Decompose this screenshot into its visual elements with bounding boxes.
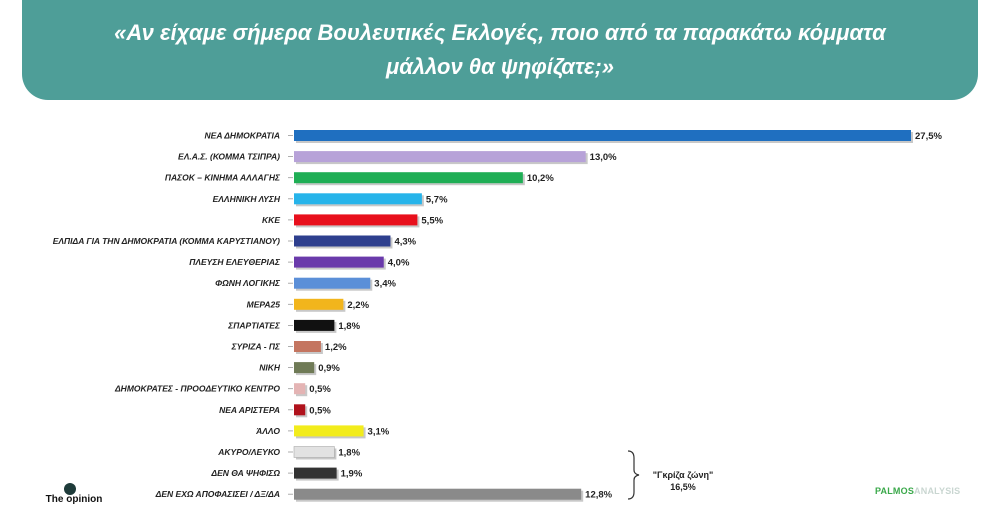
bar — [294, 256, 384, 268]
data-label: 3,1% — [368, 426, 390, 437]
data-label: 1,8% — [338, 321, 360, 332]
the-opinion-logo: The opinion — [24, 480, 124, 510]
data-label: 1,2% — [325, 342, 347, 353]
grey-zone-value: 16,5% — [670, 482, 696, 492]
bar — [294, 467, 337, 479]
title-line-2: μάλλον θα ψηφίζατε;» — [385, 54, 615, 79]
brand-name-left: The opinion — [45, 494, 103, 505]
data-label: 1,8% — [338, 448, 360, 459]
bar — [294, 193, 422, 205]
bar — [294, 151, 586, 163]
data-label: 1,9% — [341, 469, 363, 480]
data-label: 0,5% — [309, 405, 331, 416]
bar — [294, 341, 321, 352]
brand-right-part1: PALMOS — [875, 486, 915, 496]
palmos-analysis-logo: PALMOSANALYSIS — [875, 486, 960, 496]
category-label: ΕΛΛΗΝΙΚΗ ΛΥΣΗ — [213, 194, 281, 204]
bar — [293, 446, 335, 458]
bar — [294, 404, 306, 416]
bar — [294, 235, 391, 247]
title-banner: «Αν είχαμε σήμερα Βουλευτικές Εκλογές, π… — [22, 0, 978, 100]
category-label: ΜΕΡΑ25 — [247, 299, 281, 309]
data-label: 4,3% — [394, 237, 416, 248]
bar — [294, 172, 523, 184]
category-label: ΔΕΝ ΘΑ ΨΗΦΙΣΩ — [210, 468, 280, 478]
bar — [294, 130, 911, 141]
data-label: 12,8% — [585, 490, 612, 501]
category-label: ΚΚΕ — [262, 215, 280, 225]
category-label: ΆΛΛΟ — [255, 426, 280, 436]
brand-right-part2: ANALYSIS — [914, 486, 961, 496]
category-label: ΣΠΑΡΤΙΑΤΕΣ — [227, 320, 281, 330]
grey-zone-bracket: "Γκρίζα ζώνη" 16,5% — [627, 450, 713, 500]
bar — [294, 298, 344, 310]
category-label: ΕΛ.Α.Σ. (ΚΟΜΜΑ ΤΣΙΠΡΑ) — [178, 152, 280, 162]
grey-zone-label: "Γκρίζα ζώνη" — [653, 470, 713, 480]
data-label: 0,5% — [309, 384, 331, 395]
data-label: 27,5% — [915, 131, 942, 142]
category-label: ΝΕΑ ΔΗΜΟΚΡΑΤΙΑ — [205, 131, 280, 141]
category-label: ΝΕΑ ΑΡΙΣΤΕΡΑ — [219, 405, 280, 415]
opinion-logo-icon — [64, 483, 76, 495]
category-label: ΣΥΡΙΖΑ - ΠΣ — [231, 342, 281, 352]
bar — [294, 362, 315, 374]
bars-group: ΝΕΑ ΔΗΜΟΚΡΑΤΙΑ 27,5% ΕΛ.Α.Σ. (ΚΟΜΜΑ ΤΣΙΠΡΑ… — [53, 130, 942, 502]
data-label: 0,9% — [318, 363, 340, 374]
bar — [294, 319, 335, 331]
bar — [294, 488, 582, 500]
category-label: ΦΩΝΗ ΛΟΓΙΚΗΣ — [215, 278, 281, 288]
data-label: 5,5% — [421, 215, 443, 226]
category-label: ΔΗΜΟΚΡΑΤΕΣ - ΠΡΟΟΔΕΥΤΙΚΟ ΚΕΝΤΡΟ — [114, 384, 280, 394]
category-label: ΝΙΚΗ — [259, 363, 281, 373]
bar — [294, 425, 364, 437]
data-label: 3,4% — [374, 279, 396, 290]
category-label: ΠΛΕΥΣΗ ΕΛΕΥΘΕΡΙΑΣ — [189, 257, 281, 267]
data-label: 4,0% — [388, 258, 410, 269]
data-label: 10,2% — [527, 173, 554, 184]
bar — [294, 277, 371, 289]
category-label: ΠΑΣΟΚ – ΚΙΝΗΜΑ ΑΛΛΑΓΗΣ — [165, 173, 281, 183]
title-line-1: «Αν είχαμε σήμερα Βουλευτικές Εκλογές, π… — [114, 20, 886, 45]
data-label: 2,2% — [347, 300, 369, 311]
category-label: ΔΕΝ ΕΧΩ ΑΠΟΦΑΣΙΣΕΙ / ΔΞ/ΔΑ — [155, 489, 280, 499]
category-label: ΑΚΥΡΟ/ΛΕΥΚΟ — [217, 447, 280, 457]
bar — [294, 383, 306, 395]
bar — [294, 214, 418, 226]
category-label: ΕΛΠΙΔΑ ΓΙΑ ΤΗΝ ΔΗΜΟΚΡΑΤΙΑ (ΚΟΜΜΑ ΚΑΡΥΣΤΙ… — [53, 236, 280, 246]
data-label: 5,7% — [426, 194, 448, 205]
data-label: 13,0% — [590, 152, 617, 163]
